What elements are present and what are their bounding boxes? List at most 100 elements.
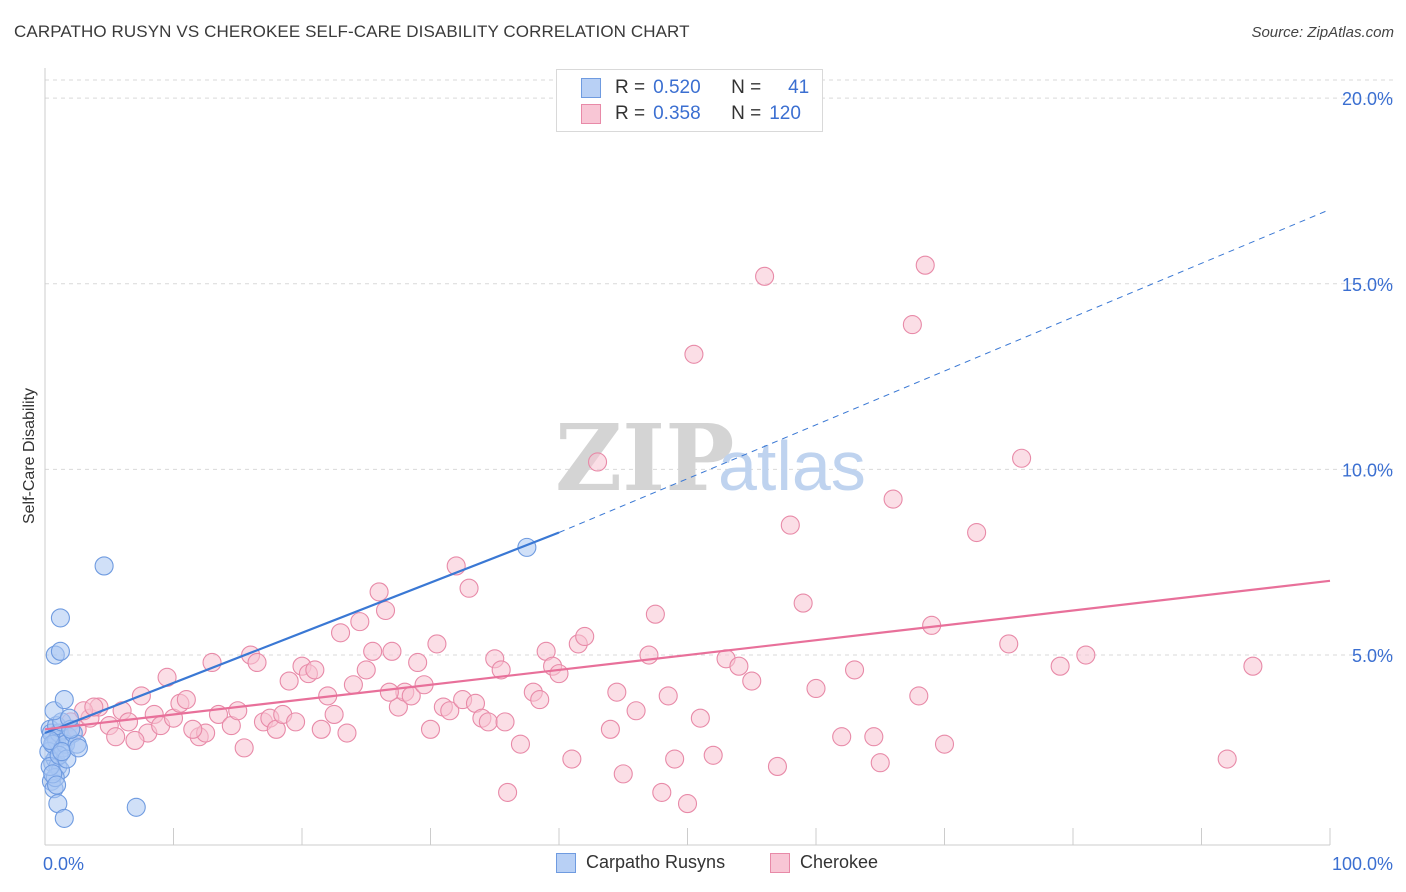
cherokee-point xyxy=(684,344,704,364)
cherokee-point xyxy=(999,634,1019,654)
cherokee-point xyxy=(883,489,903,509)
cherokee-point xyxy=(382,641,402,661)
cherokee-point xyxy=(1076,645,1096,665)
axes xyxy=(44,68,1331,846)
cherokee-points xyxy=(48,255,1263,814)
cherokee-point xyxy=(305,660,325,680)
cherokee-point xyxy=(607,682,627,702)
cherokee-point xyxy=(934,734,955,754)
cherokee-point xyxy=(106,727,126,747)
source-credit: Source: ZipAtlas.com xyxy=(1251,24,1394,41)
carpatho-rusyns-point xyxy=(50,608,70,628)
legend-n-label: N = xyxy=(731,77,762,98)
cherokee-point xyxy=(420,719,441,739)
legend-swatch-carpatho xyxy=(581,78,601,98)
carpatho-rusyns-point xyxy=(68,738,88,758)
cherokee-point xyxy=(247,652,267,673)
cherokee-point xyxy=(491,660,511,680)
legend-n-value: 120 xyxy=(769,103,801,124)
bottom-legend-swatch-cherokee xyxy=(770,852,790,873)
legend-swatch-cherokee xyxy=(581,104,601,124)
legend-r-label: R = xyxy=(615,103,646,124)
watermark-zip: ZIP xyxy=(555,404,734,512)
cherokee-point xyxy=(729,656,749,676)
cherokee-point xyxy=(870,753,890,773)
watermark: ZIP atlas xyxy=(555,404,866,512)
legend-r-label: R = xyxy=(615,77,646,98)
cherokee-point xyxy=(478,712,498,732)
carpatho-rusyns-point xyxy=(94,556,114,576)
bottom-legend-carpatho: Carpatho Rusyns xyxy=(556,852,725,873)
cherokee-point xyxy=(343,675,363,695)
cherokee-point xyxy=(549,664,569,684)
cherokee-point xyxy=(902,315,922,335)
cherokee-point xyxy=(530,690,550,710)
legend: R = 0.520 N = 41 R = 0.358 N = 120 xyxy=(556,69,823,132)
cherokee-point xyxy=(440,701,460,721)
cherokee-point xyxy=(626,701,646,721)
carpatho-rusyns-point xyxy=(47,775,67,795)
cherokee-point xyxy=(311,719,331,739)
cherokee-point xyxy=(677,794,698,814)
cherokee-point xyxy=(459,578,479,598)
cherokee-point xyxy=(793,593,813,613)
cherokee-point xyxy=(510,734,531,754)
y-tick-label: 15.0% xyxy=(1342,275,1393,295)
cherokee-point xyxy=(915,255,935,275)
carpatho-rusyns-point xyxy=(54,690,74,710)
cherokee-point xyxy=(330,623,351,643)
chart-title: CARPATHO RUSYN VS CHEROKEE SELF-CARE DIS… xyxy=(14,22,690,41)
cherokee-point xyxy=(1217,749,1237,769)
cherokee-point xyxy=(228,701,248,721)
cherokee-point xyxy=(1243,656,1263,676)
cherokee-point xyxy=(690,708,710,728)
legend-row-carpatho: R = 0.520 N = 41 xyxy=(581,76,809,100)
legend-row-cherokee: R = 0.358 N = 120 xyxy=(581,102,809,126)
legend-r-value: 0.520 xyxy=(653,77,701,98)
bottom-legend-label-cherokee: Cherokee xyxy=(800,852,879,872)
cherokee-point xyxy=(665,749,685,769)
cherokee-trend-line xyxy=(44,579,1331,731)
cherokee-point xyxy=(1012,448,1032,468)
bottom-legend-swatch-carpatho xyxy=(556,852,576,873)
cherokee-point xyxy=(587,452,608,472)
cherokee-point xyxy=(350,612,370,632)
cherokee-point xyxy=(844,660,865,680)
watermark-atlas: atlas xyxy=(718,427,866,505)
cherokee-point xyxy=(613,764,633,784)
cherokee-point xyxy=(375,600,396,621)
y-tick-label: 20.0% xyxy=(1342,89,1393,109)
cherokee-point xyxy=(379,682,399,702)
carpatho-trend-extension xyxy=(558,209,1331,533)
cherokee-point xyxy=(118,712,139,732)
cherokee-point xyxy=(286,712,306,732)
cherokee-point xyxy=(575,626,595,647)
cherokee-point xyxy=(498,782,518,802)
trend-lines xyxy=(44,209,1331,735)
cherokee-point xyxy=(658,686,678,706)
legend-r-value: 0.358 xyxy=(653,103,701,124)
carpatho-rusyns-point xyxy=(52,742,72,762)
cherokee-point xyxy=(324,704,344,725)
carpatho-rusyns-point xyxy=(126,797,146,817)
carpatho-rusyns-point xyxy=(50,641,70,661)
cherokee-point xyxy=(176,690,196,710)
y-tick-label: 10.0% xyxy=(1342,460,1393,480)
cherokee-point xyxy=(780,515,800,535)
carpatho-trend-line xyxy=(44,531,560,735)
grid-lines xyxy=(45,79,1395,656)
cherokee-point xyxy=(369,582,389,602)
tick-labels: 5.0% 10.0% 15.0% 20.0% 0.0% 100.0% xyxy=(43,89,1393,874)
cherokee-point xyxy=(125,730,145,750)
cherokee-point xyxy=(645,604,665,624)
cherokee-point xyxy=(703,745,723,765)
cherokee-point xyxy=(356,660,376,680)
bottom-legend-label-carpatho: Carpatho Rusyns xyxy=(586,852,726,872)
cherokee-point xyxy=(767,756,788,776)
cherokee-point xyxy=(600,719,620,739)
legend-n-value: 41 xyxy=(788,77,810,98)
cherokee-point xyxy=(495,712,515,732)
cherokee-point xyxy=(755,266,775,286)
cherokee-point xyxy=(1050,656,1070,676)
